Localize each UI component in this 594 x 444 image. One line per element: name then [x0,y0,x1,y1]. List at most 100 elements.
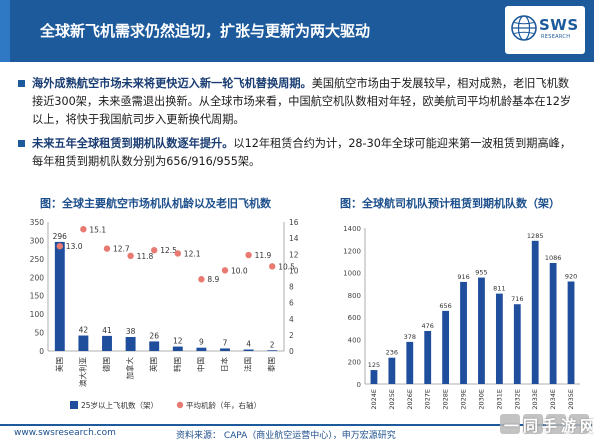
chart-2-bar [460,281,467,384]
chart-1-point [221,267,229,274]
chart-1-point [198,276,205,283]
chart-1-point [103,245,111,252]
chart-1-bar-label: 41 [102,326,112,335]
chart-1-title: 图：全球主要航空市场机队机龄以及老旧飞机数 [40,197,271,210]
chart-2-xtick-label: 2032E [513,389,521,410]
chart-2-xtick-label: 2031E [495,389,503,410]
chart-2-bar [388,357,396,384]
chart-1-point-label: 11.8 [137,252,154,261]
chart-2-xtick-label: 2034E [549,389,557,410]
chart-1-bar-label: 2 [270,340,275,349]
chart-1-point-label: 13.0 [66,242,83,251]
chart-2-ytick-label: 0 [357,381,361,389]
chart-1-point [269,263,276,270]
chart-1-legend-swatch-bar [70,401,78,409]
chart-2-bar [424,330,432,384]
chart-1-point [80,226,87,233]
chart-2-xtick-label: 2033E [531,389,539,410]
chart-2-xtick-label: 2026E [406,389,414,410]
logo-subtext: RESEARCH [541,34,571,40]
page-title: 全球新飞机需求仍然迫切，扩张与更新为两大驱动 [40,22,371,40]
chart-2-ytick-label: 800 [348,292,361,300]
bullet-text-2: 未来五年全球租赁到期机队数逐年提升。以12年租赁合约为计，28-30年全球可能迎… [32,135,578,171]
watermark-text: 一同手游网 [504,417,594,435]
chart-1-point [56,242,63,250]
chart-2-bar [531,240,539,384]
chart-1-bar [78,335,89,351]
chart-2-bar [442,310,450,384]
bullet-1-body: 美国航空市场由于发展较早，相对成熟，老旧飞机数接近300架，未来亟需退出换新。从… [32,77,572,126]
chart-1-point-label: 10.5 [278,262,295,271]
chart-1-point-label: 15.1 [89,225,106,234]
chart-2-xtick-label: 2035E [567,389,575,410]
chart-1-bar [102,335,112,351]
chart-2-bar-label: 716 [511,295,523,303]
chart-1-xtick-label: 加拿大 [125,357,135,380]
globe-icon [511,15,537,41]
chart-1-bar [54,241,65,351]
chart-2-bar [495,293,503,384]
chart-1-bar [267,350,278,351]
chart-1-ytick-label: 300 [30,236,45,245]
chart-1-ytick-label: 350 [30,218,45,227]
chart-2-xtick-label: 2027E [424,389,432,410]
chart-1-xtick-label: 美国 [54,357,64,372]
footer-source: 资料来源： CAPA（商业航空运营中心），申万宏源研究 [176,431,396,441]
chart-1-point [174,250,181,257]
chart-2-ytick-label: 1200 [343,247,361,255]
chart-1-xtick-label: 澳大利亚 [77,357,87,387]
chart-1-point [151,247,158,254]
watermark-tile [523,414,543,434]
chart-1-bar-label: 38 [126,327,136,336]
chart-2-xtick-label: 2025E [388,389,396,410]
chart-1-legend-bar-label: 25岁以上飞机数（架） [81,400,158,410]
chart-2-bar-label: 378 [404,333,416,341]
chart-1-bar-label: 9 [199,338,204,347]
chart-1-point-label: 12.7 [113,245,130,254]
chart-1-y2tick-label: 0 [289,347,294,356]
chart-2-bar [513,304,521,384]
chart-2-bar-label: 916 [457,273,469,281]
chart-1-legend-point-label: 平均机龄（年，右轴） [186,400,261,410]
chart-2-bar [549,262,557,384]
chart-2-bar-label: 1285 [527,232,544,240]
chart-1-ytick-label: 100 [30,310,45,319]
chart-1-bar [149,341,160,351]
chart-1-xtick-label: 德国 [101,357,111,372]
chart-1-y2tick-label: 12 [289,250,299,259]
chart-1-bar [243,349,254,351]
chart-2-bar-label: 236 [386,349,398,357]
chart-2-title: 图：全球航司机队预计租赁到期机队数（架） [340,197,560,210]
chart-2-bar-label: 811 [493,285,505,293]
chart-1-bar-label: 26 [149,331,159,340]
chart-1-bar-label: 7 [223,338,228,347]
watermark-logo: 一同手游网 [500,406,594,442]
chart-2-ytick-label: 200 [348,359,361,367]
chart-1-y2tick-label: 16 [289,218,299,227]
chart-1-ytick-label: 50 [34,329,44,338]
chart-1-y2tick-label: 4 [289,315,294,324]
chart-2-bar-label: 656 [439,302,451,310]
bullet-1-highlight: 海外成熟航空市场未来将更快迈入新一轮飞机替换周期。 [32,77,312,90]
chart-1-point [245,251,252,259]
chart-1-ytick-label: 250 [30,255,45,264]
chart-1-y2tick-label: 10 [289,266,299,275]
bullet-square-icon [18,140,25,147]
chart-2-bar-label: 920 [565,272,577,280]
chart-1-y2tick-label: 8 [289,283,294,292]
chart-1-point [127,252,134,260]
chart-1-point-label: 8.9 [207,275,219,284]
chart-1-ytick-label: 200 [30,273,45,282]
chart-2-ytick-label: 1400 [343,225,361,233]
chart-2-bar [406,341,414,384]
chart-1-bar-label: 4 [246,340,251,349]
footer-divider [0,424,594,426]
watermark-tile [569,414,589,434]
chart-1-point-label: 12.5 [160,246,177,255]
chart-1-bar [125,336,136,351]
chart-2-ytick-label: 1000 [343,270,361,278]
chart-1-bar-label: 12 [173,337,183,346]
chart-1-bar-label: 42 [79,326,89,335]
chart-1-bar [172,346,183,351]
